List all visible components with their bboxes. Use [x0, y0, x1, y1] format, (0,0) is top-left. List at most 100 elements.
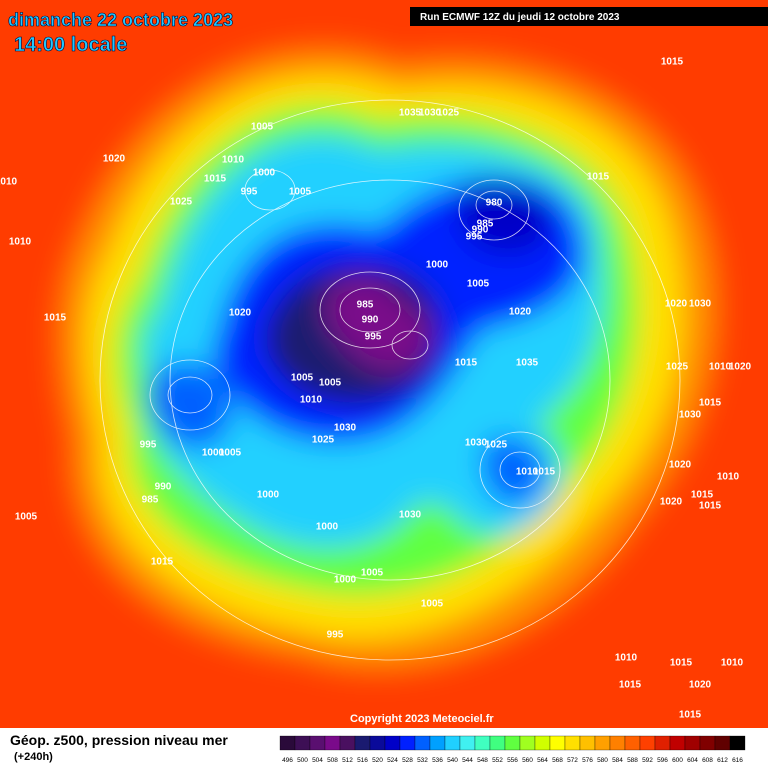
run-box: [410, 7, 768, 26]
isobar-label: 1015: [699, 398, 722, 409]
colorbar-swatch: [324, 735, 341, 751]
colorbar-label: 608: [702, 757, 713, 764]
isobar-label: 1010: [717, 472, 740, 483]
colorbar-swatch: [519, 735, 536, 751]
colorbar-swatch: [729, 735, 746, 751]
isobar-label: 1005: [361, 568, 384, 579]
isobar-label: 1035: [516, 358, 539, 369]
isobar-label: 1015: [661, 57, 684, 68]
colorbar-swatch: [384, 735, 401, 751]
isobar-label: 1010: [0, 177, 18, 188]
isobar-label: 1005: [251, 122, 274, 133]
isobar-label: 1015: [670, 658, 693, 669]
isobar-label: 995: [241, 187, 258, 198]
colorbar-label: 572: [567, 757, 578, 764]
isobar-labels: 1015100510101000101599510051020101010251…: [0, 57, 752, 721]
colorbar: 496 500 504 508 512 516 520 524 528 532 536 540 544 5…: [279, 735, 746, 764]
legend-title: Géop. z500, pression niveau mer: [10, 732, 228, 748]
isobar-label: 1000: [334, 575, 357, 586]
colorbar-swatch: [504, 735, 521, 751]
colorbar-label: 592: [642, 757, 653, 764]
isobar-label: 990: [362, 315, 379, 326]
isobar-label: 1000: [202, 448, 225, 459]
isobar-label: 1005: [289, 187, 312, 198]
colorbar-label: 504: [312, 757, 323, 764]
isobar-label: 995: [327, 630, 344, 641]
colorbar-label: 568: [552, 757, 563, 764]
isobar-label: 1015: [204, 174, 227, 185]
colorbar-label: 528: [402, 757, 413, 764]
colorbar-swatch: [639, 735, 656, 751]
isobar-label: 1005: [15, 512, 38, 523]
colorbar-swatch: [624, 735, 641, 751]
colorbar-label: 544: [462, 757, 473, 764]
isobar-label: 1000: [426, 260, 449, 271]
isobar-label: 995: [466, 232, 483, 243]
colorbar-swatch: [369, 735, 386, 751]
colorbar-swatch: [354, 735, 371, 751]
colorbar-label: 500: [297, 757, 308, 764]
colorbar-label: 536: [432, 757, 443, 764]
run-info: Run ECMWF 12Z du jeudi 12 octobre 2023: [420, 12, 620, 23]
time: 14:00 locale: [14, 34, 127, 56]
isobar-label: 1030: [399, 510, 422, 521]
colorbar-swatch: [669, 735, 686, 751]
colorbar-label: 600: [672, 757, 683, 764]
colorbar-label: 496: [282, 757, 293, 764]
colorbar-label: 508: [327, 757, 338, 764]
isobar-label: 1000: [253, 168, 276, 179]
isobar-label: 1030: [465, 438, 488, 449]
isobar-label: 1030: [334, 423, 357, 434]
isobar-label: 1005: [319, 378, 342, 389]
colorbar-swatch: [564, 735, 581, 751]
colorbar-label: 532: [417, 757, 428, 764]
isobar-label: 1015: [455, 358, 478, 369]
isobar-label: 980: [486, 198, 503, 209]
isobar-label: 985: [477, 219, 494, 230]
isobar-label: 1030: [419, 108, 442, 119]
isobar-label: 1020: [660, 497, 683, 508]
isobar-label: 1020: [665, 299, 688, 310]
colorbar-label: 524: [387, 757, 398, 764]
isobar-label: 985: [142, 495, 159, 506]
isobar-label: 985: [357, 300, 374, 311]
colorbar-swatch: [579, 735, 596, 751]
colorbar-swatch: [414, 735, 431, 751]
colorbar-swatch: [609, 735, 626, 751]
colorbar-swatch: [429, 735, 446, 751]
isobar-label: 1015: [619, 680, 642, 691]
isobar-label: 1025: [485, 440, 508, 451]
isobar-label: 1010: [615, 653, 638, 664]
isobar-label: 1020: [729, 362, 752, 373]
colorbar-swatch: [534, 735, 551, 751]
isobar-label: 1015: [699, 501, 722, 512]
isobar-label: 1015: [151, 557, 174, 568]
isobar-label: 1015: [691, 490, 714, 501]
isobar-label: 990: [155, 482, 172, 493]
colorbar-swatch: [339, 735, 356, 751]
isobar-label: 995: [140, 440, 157, 451]
colorbar-swatch: [399, 735, 416, 751]
isobar-label: 1010: [516, 467, 539, 478]
isobar-label: 990: [472, 225, 489, 236]
colorbar-swatch: [699, 735, 716, 751]
isobar-label: 1030: [679, 410, 702, 421]
isobar-label: 1020: [669, 460, 692, 471]
colorbar-label: 520: [372, 757, 383, 764]
colorbar-swatch: [654, 735, 671, 751]
colorbar-swatch: [684, 735, 701, 751]
date: dimanche 22 octobre 2023: [8, 10, 233, 30]
colorbar-swatch: [714, 735, 731, 751]
isobar-label: 995: [365, 332, 382, 343]
isobar-label: 1020: [689, 680, 712, 691]
isobar-label: 1010: [709, 362, 732, 373]
isobar-label: 1000: [316, 522, 339, 533]
colorbar-label: 588: [627, 757, 638, 764]
isobar-label: 1025: [437, 108, 460, 119]
isobar-label: 1020: [103, 154, 126, 165]
colorbar-label: 548: [477, 757, 488, 764]
copyright: Copyright 2023 Meteociel.fr: [350, 713, 494, 725]
isobar-label: 1020: [509, 307, 532, 318]
colorbar-label: 564: [537, 757, 548, 764]
